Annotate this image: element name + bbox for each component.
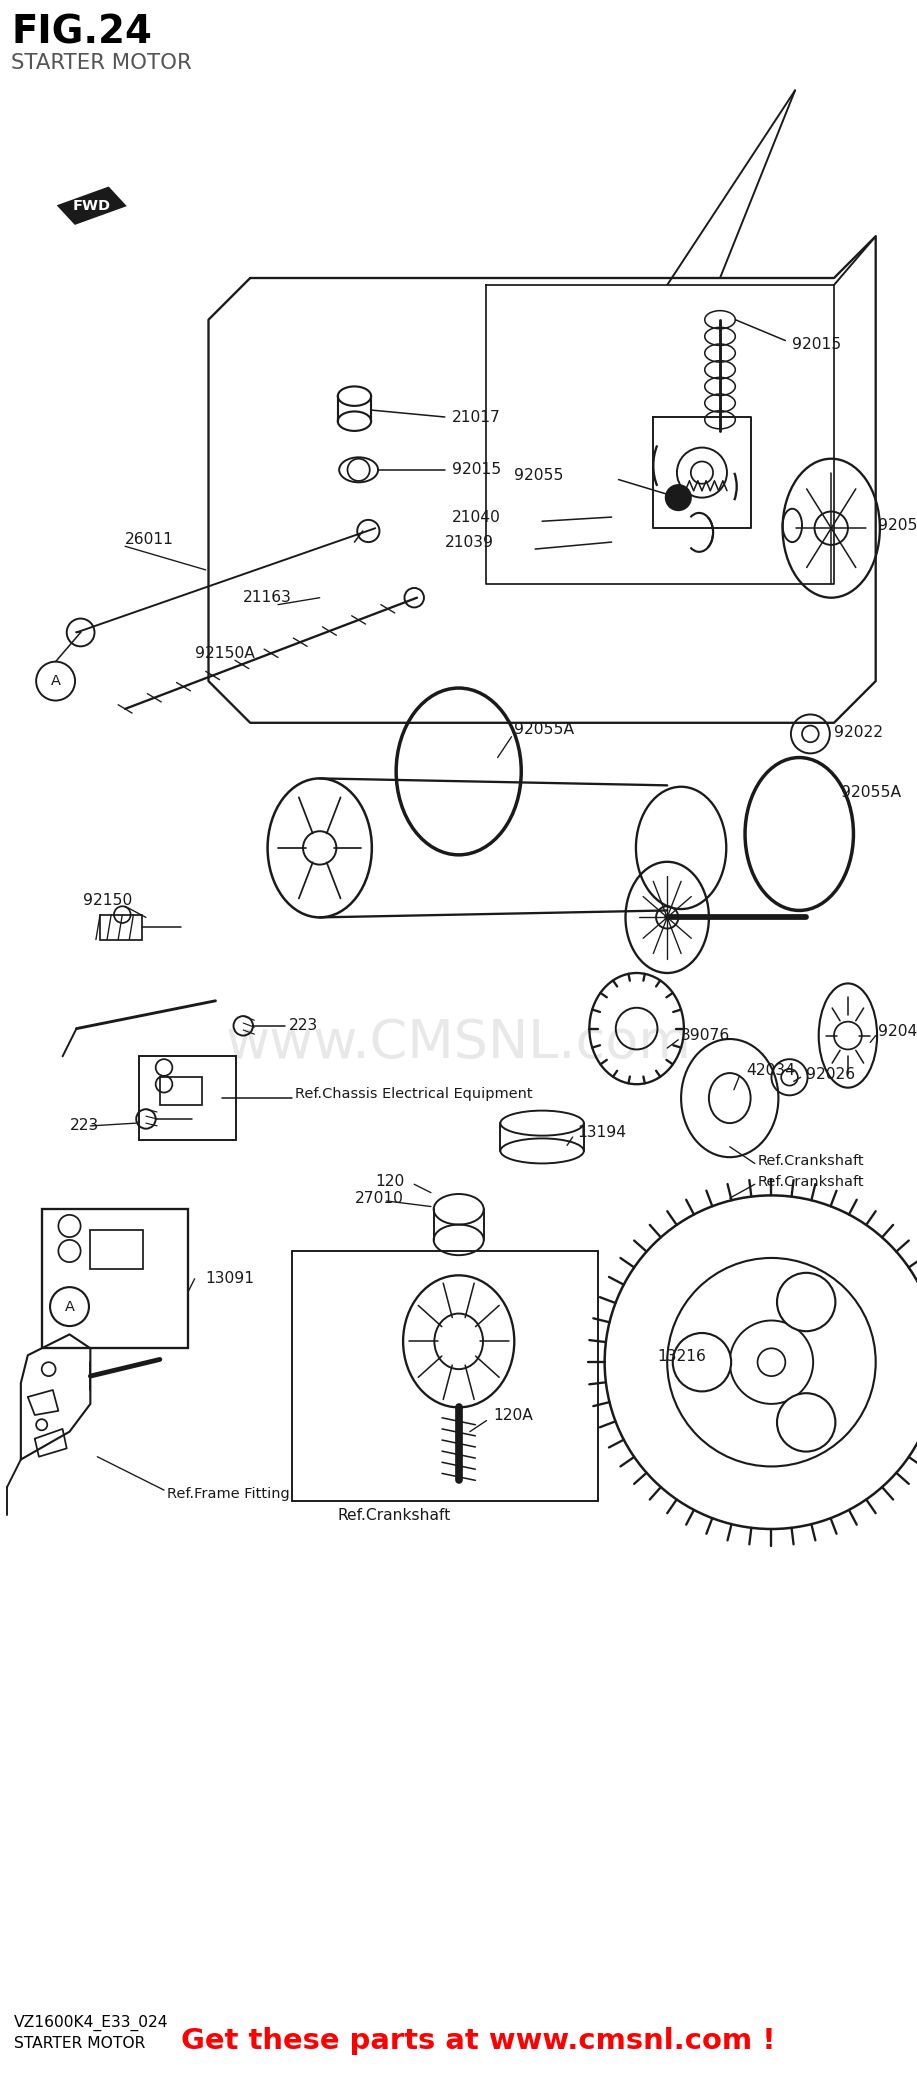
Ellipse shape bbox=[777, 1272, 835, 1330]
Text: A: A bbox=[50, 673, 61, 688]
Polygon shape bbox=[59, 188, 125, 223]
Text: 26011: 26011 bbox=[125, 532, 174, 546]
Bar bbox=[292, 1251, 598, 1501]
Text: 92015: 92015 bbox=[451, 463, 501, 477]
Text: 21163: 21163 bbox=[243, 590, 292, 605]
Text: 42034: 42034 bbox=[746, 1063, 795, 1078]
Text: 21017: 21017 bbox=[451, 409, 501, 425]
Circle shape bbox=[667, 486, 690, 509]
Text: 13194: 13194 bbox=[577, 1126, 625, 1140]
Bar bbox=[160, 1078, 202, 1105]
Text: Ref.Crankshaft: Ref.Crankshaft bbox=[337, 1507, 451, 1522]
Text: 92055: 92055 bbox=[514, 467, 564, 484]
Text: 13091: 13091 bbox=[205, 1272, 255, 1286]
Bar bbox=[100, 915, 142, 940]
Text: FWD: FWD bbox=[72, 198, 110, 213]
Ellipse shape bbox=[777, 1393, 835, 1451]
Text: Ref.Chassis Electrical Equipment: Ref.Chassis Electrical Equipment bbox=[294, 1086, 532, 1101]
Text: 92046: 92046 bbox=[878, 1024, 917, 1038]
Text: A: A bbox=[64, 1299, 74, 1314]
Text: Ref.Crankshaft: Ref.Crankshaft bbox=[757, 1153, 864, 1168]
Bar bbox=[41, 1209, 188, 1349]
Text: FIG.24: FIG.24 bbox=[11, 15, 152, 52]
Text: 13216: 13216 bbox=[657, 1349, 706, 1364]
Text: 92026: 92026 bbox=[806, 1068, 855, 1082]
Text: 92022: 92022 bbox=[834, 726, 883, 740]
Text: 92055A: 92055A bbox=[514, 721, 574, 738]
Text: Ref.Crankshaft: Ref.Crankshaft bbox=[757, 1174, 864, 1188]
Text: STARTER MOTOR: STARTER MOTOR bbox=[11, 52, 192, 73]
Text: 39076: 39076 bbox=[680, 1028, 730, 1042]
Text: 27010: 27010 bbox=[354, 1191, 403, 1205]
Text: 21040: 21040 bbox=[451, 509, 501, 525]
Text: STARTER MOTOR: STARTER MOTOR bbox=[14, 2035, 145, 2052]
Text: VZ1600K4_E33_024: VZ1600K4_E33_024 bbox=[14, 2014, 169, 2031]
Text: 223: 223 bbox=[289, 1017, 318, 1034]
Text: 21039: 21039 bbox=[445, 534, 493, 550]
Ellipse shape bbox=[672, 1332, 731, 1391]
Text: Get these parts at www.cmsnl.com !: Get these parts at www.cmsnl.com ! bbox=[181, 2027, 775, 2054]
Text: Ref.Frame Fitting: Ref.Frame Fitting bbox=[167, 1487, 290, 1501]
Text: 92150: 92150 bbox=[83, 892, 133, 909]
Text: 92055A: 92055A bbox=[841, 784, 900, 801]
Text: www.CMSNL.com: www.CMSNL.com bbox=[226, 1017, 691, 1068]
Text: 92150A: 92150A bbox=[194, 646, 254, 661]
Bar bbox=[90, 1230, 143, 1270]
Bar bbox=[139, 1057, 237, 1140]
Text: 92015: 92015 bbox=[792, 338, 841, 352]
Text: 120: 120 bbox=[375, 1174, 404, 1188]
Text: 120A: 120A bbox=[493, 1407, 533, 1422]
Text: 223: 223 bbox=[70, 1118, 99, 1134]
Text: 92055B: 92055B bbox=[878, 517, 917, 534]
